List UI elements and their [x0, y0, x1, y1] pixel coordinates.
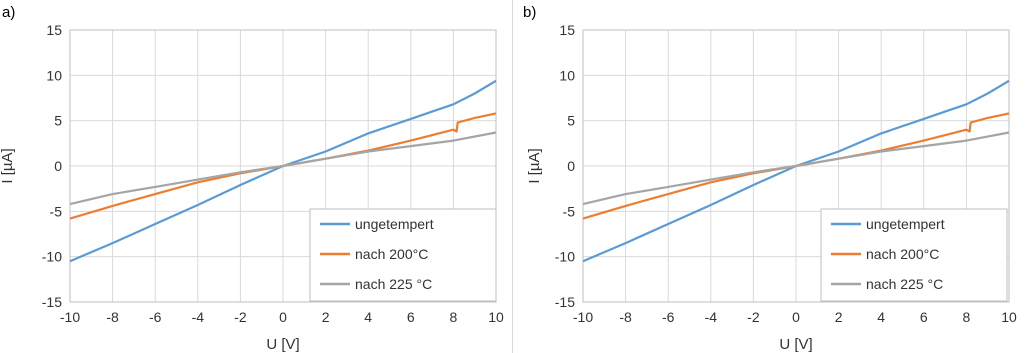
y-axis-title: I [µA] — [526, 148, 543, 183]
y-tick-label: 10 — [46, 67, 62, 83]
y-tick-label: -5 — [50, 203, 63, 219]
x-tick-label: -4 — [192, 309, 205, 325]
x-tick-label: 2 — [835, 309, 843, 325]
y-tick-label: 0 — [54, 158, 62, 174]
plot-area-border — [582, 29, 1010, 303]
x-tick-label: -6 — [662, 309, 675, 325]
y-tick-label: -15 — [42, 294, 62, 310]
plot-area-border — [69, 29, 497, 303]
y-tick-label: 15 — [46, 22, 62, 38]
y-tick-label: -5 — [563, 203, 576, 219]
x-tick-label: -6 — [149, 309, 162, 325]
y-tick-label: 5 — [567, 113, 575, 129]
x-tick-label: 4 — [877, 309, 885, 325]
x-tick-label: -2 — [747, 309, 760, 325]
series-line-3 — [69, 131, 497, 206]
panel-divider — [512, 0, 513, 353]
x-tick-label: 8 — [963, 309, 971, 325]
x-tick-label: 0 — [792, 309, 800, 325]
series-line-3 — [582, 131, 1010, 206]
x-tick-label: -10 — [60, 309, 80, 325]
x-tick-label: 4 — [364, 309, 372, 325]
x-tick-label: 0 — [279, 309, 287, 325]
x-tick-label: 6 — [920, 309, 928, 325]
x-tick-label: 10 — [1001, 309, 1017, 325]
x-axis-title: U [V] — [266, 336, 299, 353]
chart-panel-a: a) 15 10 5 0 -5 -10 -15 -10 -8 -6 -4 -2 0 2 4 6 8 10 U [V] I… — [0, 0, 512, 353]
x-tick-label: -8 — [106, 309, 119, 325]
legend-label-2: nach 200°C — [355, 246, 428, 262]
panel-label: b) — [523, 4, 536, 21]
y-tick-label: -15 — [555, 294, 575, 310]
x-tick-label: -8 — [619, 309, 632, 325]
legend-label-1: ungetempert — [866, 216, 945, 232]
x-tick-label: 8 — [450, 309, 458, 325]
panel-label: a) — [2, 4, 15, 21]
legend-label-3: nach 225 °C — [866, 276, 943, 292]
chart-panel-b: b) 15 10 5 0 -5 -10 -15 -10 -8 -6 -4 -2 0 2 4 6 8 10 U [V] I… — [513, 0, 1027, 353]
x-tick-label: 10 — [488, 309, 504, 325]
x-tick-label: 6 — [407, 309, 415, 325]
x-tick-label: -2 — [234, 309, 247, 325]
legend-label-3: nach 225 °C — [355, 276, 432, 292]
x-tick-label: -10 — [573, 309, 593, 325]
legend-label-2: nach 200°C — [866, 246, 939, 262]
legend-label-1: ungetempert — [355, 216, 434, 232]
y-tick-label: 0 — [567, 158, 575, 174]
series-line-1 — [582, 79, 1010, 263]
y-tick-label: 15 — [559, 22, 575, 38]
legend: ungetempert nach 200°C nach 225 °C — [820, 208, 1008, 302]
series-line-1 — [69, 79, 497, 263]
y-tick-label: 10 — [559, 67, 575, 83]
y-tick-label: 5 — [54, 113, 62, 129]
legend: ungetempert nach 200°C nach 225 °C — [309, 208, 497, 302]
x-axis-title: U [V] — [779, 336, 812, 353]
y-tick-label: -10 — [42, 249, 62, 265]
y-axis-title: I [µA] — [0, 148, 16, 183]
y-tick-label: -10 — [555, 249, 575, 265]
x-tick-label: -4 — [705, 309, 718, 325]
x-tick-label: 2 — [322, 309, 330, 325]
